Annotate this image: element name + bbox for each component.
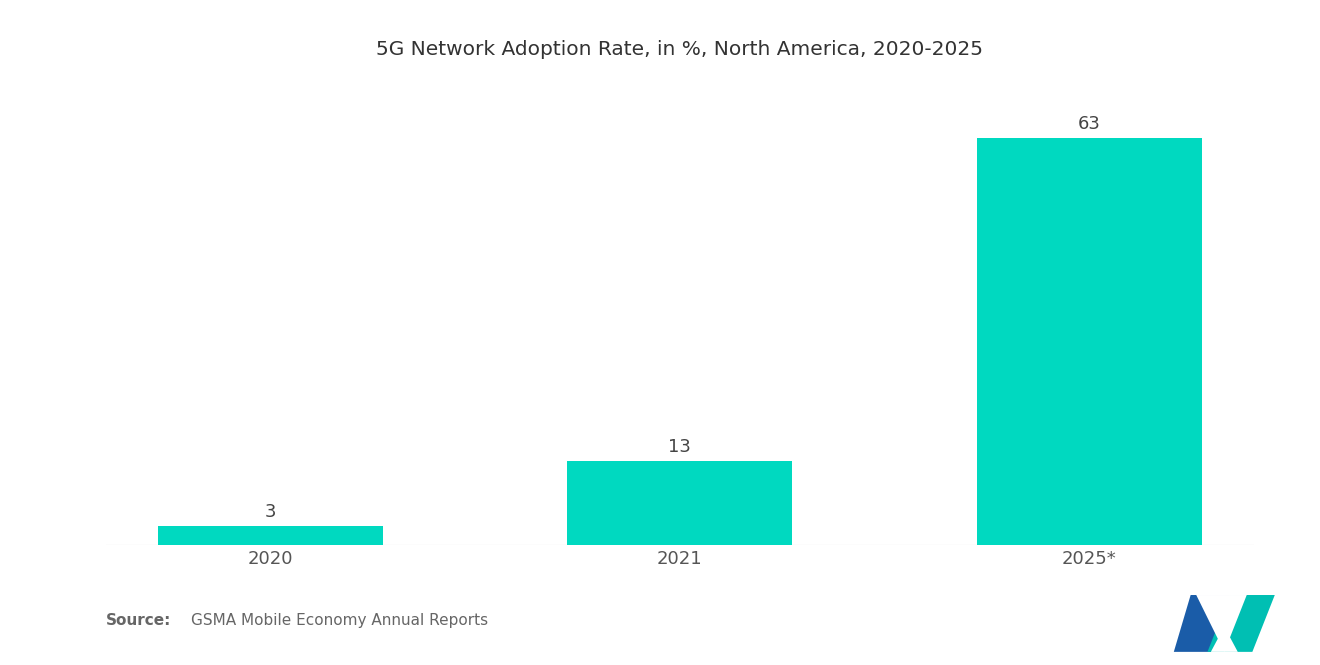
Polygon shape [1173, 595, 1230, 652]
Title: 5G Network Adoption Rate, in %, North America, 2020-2025: 5G Network Adoption Rate, in %, North Am… [376, 40, 983, 59]
Polygon shape [1196, 595, 1246, 652]
Text: 63: 63 [1077, 115, 1101, 133]
Text: GSMA Mobile Economy Annual Reports: GSMA Mobile Economy Annual Reports [191, 613, 488, 628]
Bar [568, 462, 792, 545]
Polygon shape [1210, 626, 1238, 652]
Bar [977, 138, 1201, 545]
Text: 13: 13 [668, 438, 692, 456]
Bar [158, 526, 383, 545]
Polygon shape [1208, 595, 1275, 652]
Text: Source:: Source: [106, 613, 172, 628]
Text: 3: 3 [264, 503, 276, 521]
